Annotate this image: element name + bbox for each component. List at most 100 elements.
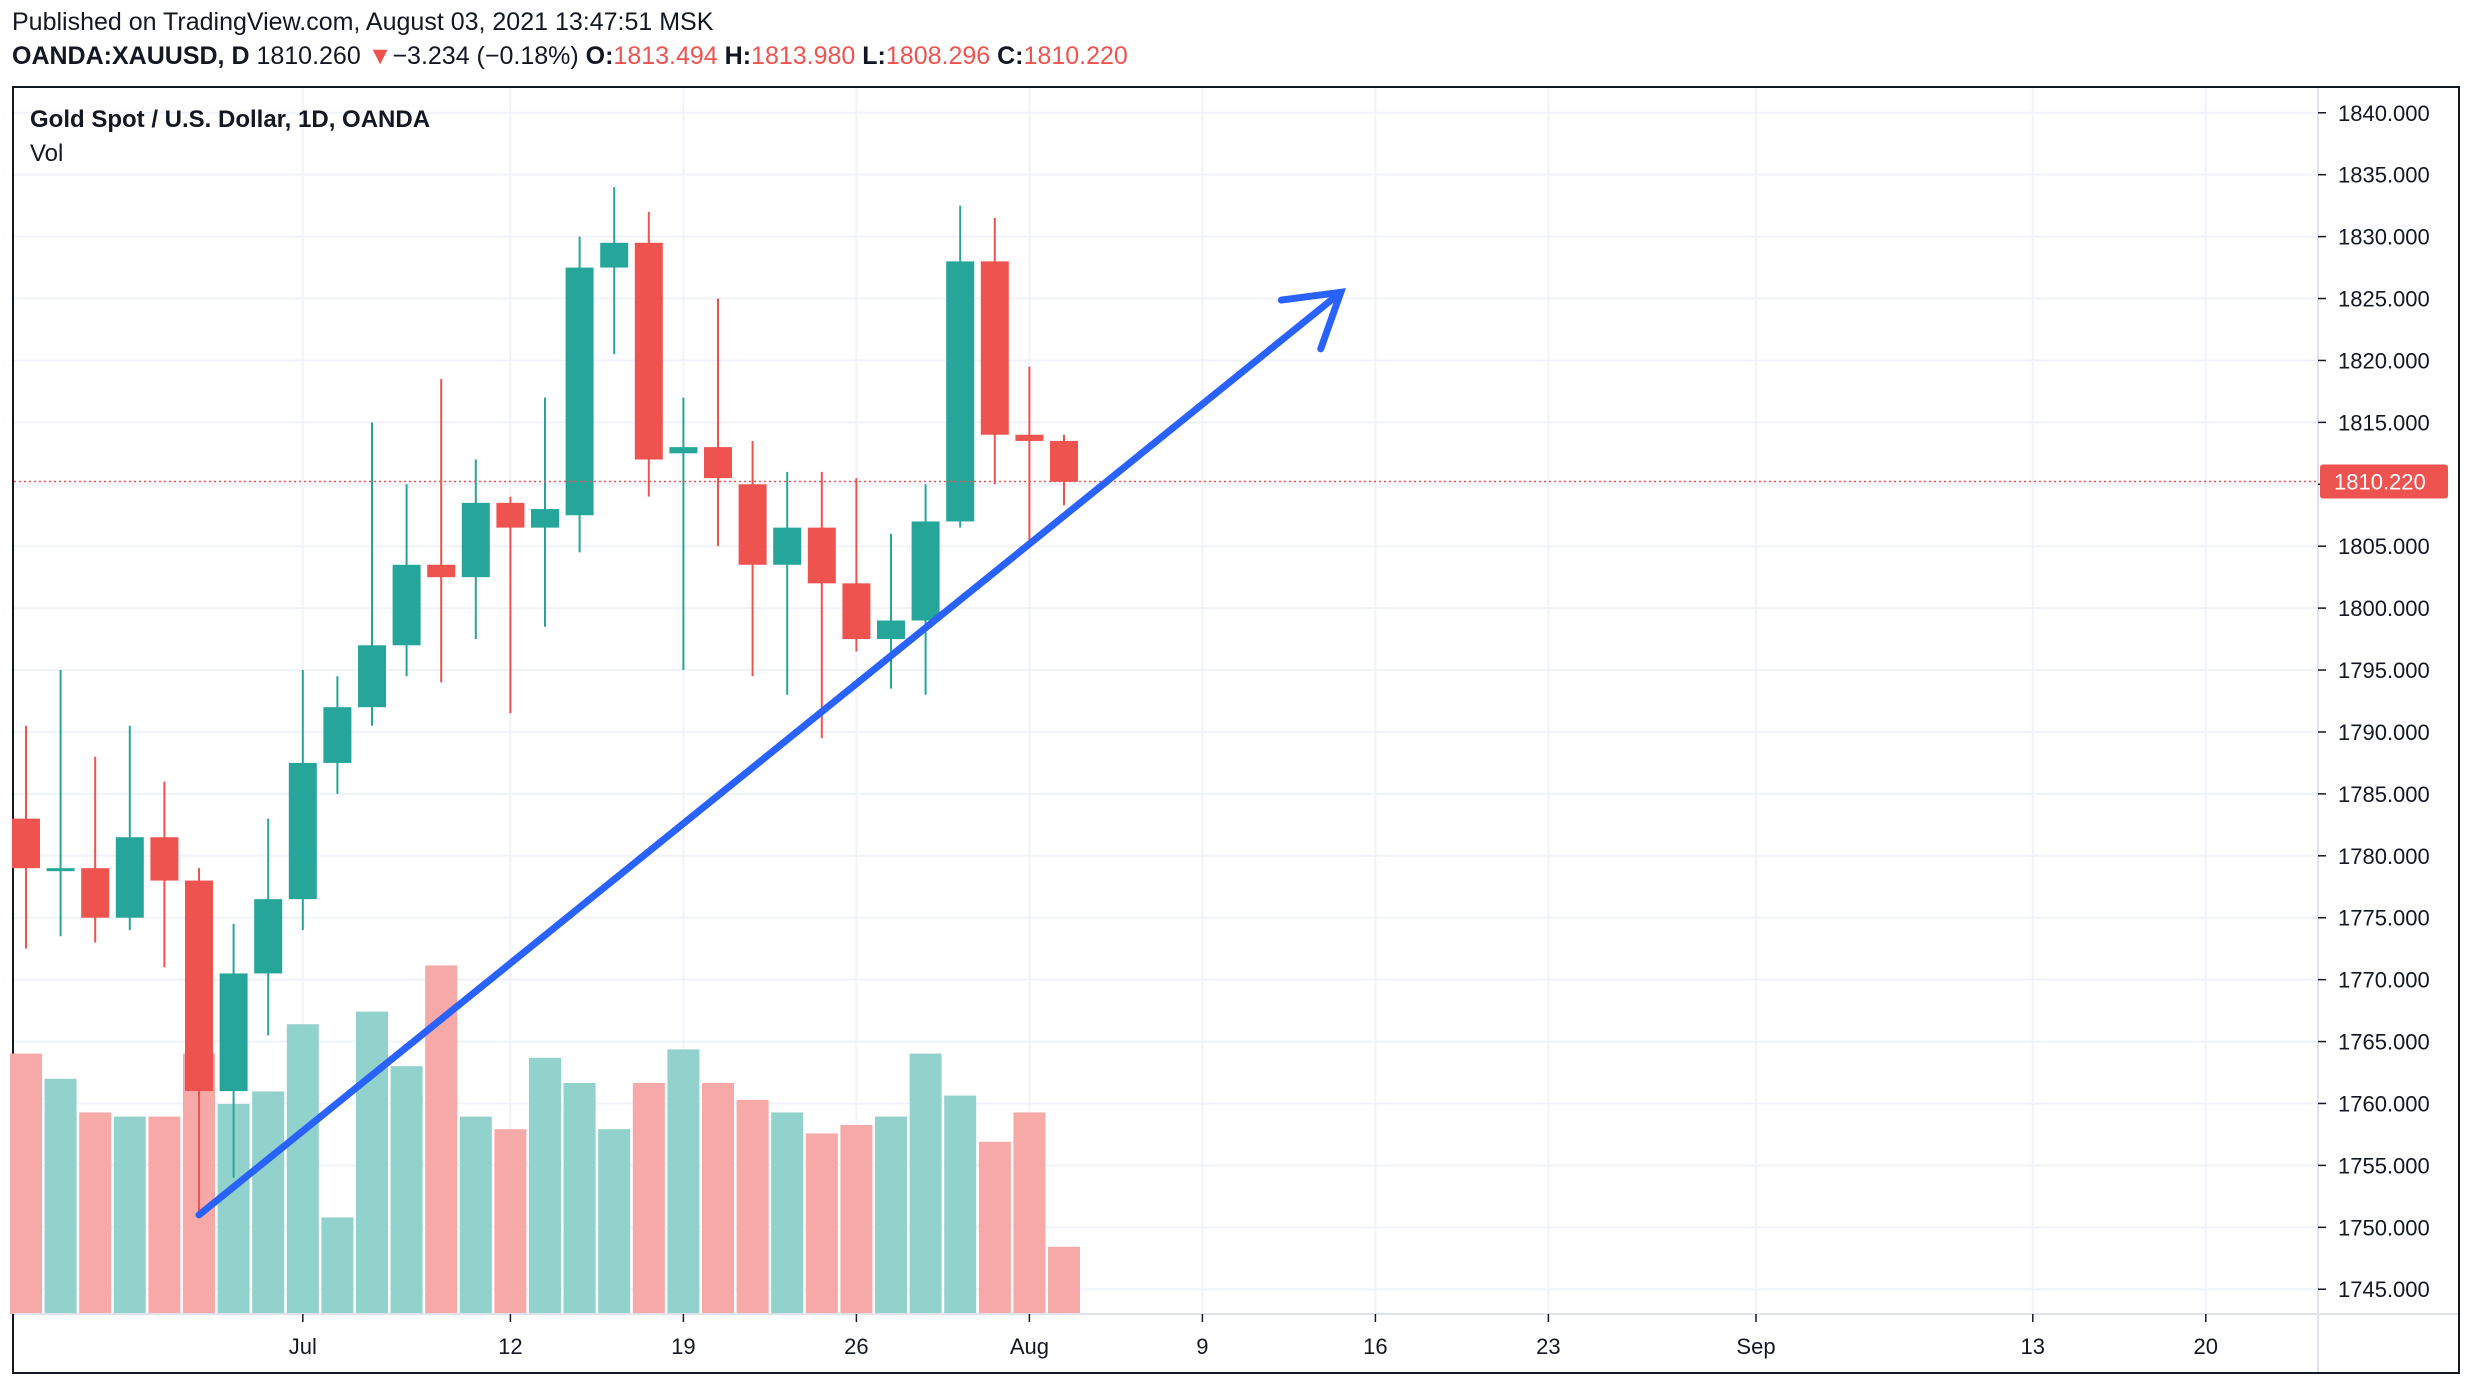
volume-bar bbox=[1048, 1246, 1080, 1314]
x-tick-label: Aug bbox=[1010, 1334, 1049, 1359]
y-tick-label: 1790.000 bbox=[2338, 720, 2430, 745]
volume-bar bbox=[944, 1095, 977, 1314]
candle-body bbox=[461, 502, 490, 578]
volume-bar bbox=[356, 1011, 388, 1314]
open-value: 1813.494 bbox=[613, 42, 718, 70]
candle-body bbox=[358, 645, 386, 708]
x-tick-label: 13 bbox=[2021, 1334, 2045, 1359]
trend-arrow-head bbox=[1277, 288, 1347, 353]
candle-body bbox=[254, 899, 283, 974]
candle-body bbox=[185, 880, 213, 1092]
candle-body bbox=[115, 837, 144, 918]
candle-body bbox=[323, 707, 352, 763]
volume-bar bbox=[494, 1129, 527, 1314]
trend-arrow-line bbox=[195, 288, 1345, 1219]
y-tick-label: 1785.000 bbox=[2338, 782, 2430, 807]
volume-bar bbox=[840, 1125, 873, 1314]
volume-bar bbox=[563, 1083, 596, 1314]
candle-body bbox=[150, 837, 179, 881]
candle-body bbox=[600, 242, 629, 268]
ohlc-header: OANDA:XAUUSD, D 1810.260 ▼−3.234 (−0.18%… bbox=[12, 42, 1128, 71]
y-tick-label: 1765.000 bbox=[2338, 1030, 2430, 1055]
volume-bar bbox=[286, 1024, 319, 1314]
y-tick-label: 1745.000 bbox=[2338, 1277, 2430, 1302]
volume-bar bbox=[148, 1116, 181, 1314]
volume-legend: Vol bbox=[30, 140, 64, 167]
close-value: 1810.220 bbox=[1023, 42, 1128, 70]
volume-bar bbox=[598, 1129, 631, 1314]
y-tick-label: 1840.000 bbox=[2338, 101, 2430, 126]
y-tick-label: 1825.000 bbox=[2338, 287, 2430, 312]
candle-body bbox=[738, 484, 767, 565]
candle-body bbox=[46, 868, 75, 872]
x-tick-label: 12 bbox=[498, 1334, 522, 1359]
candle-body bbox=[496, 502, 525, 528]
candle-body bbox=[531, 509, 559, 528]
high-label: H: bbox=[724, 42, 752, 70]
candle-body bbox=[392, 564, 421, 646]
candle-body bbox=[12, 818, 40, 869]
last-price-badge bbox=[2320, 464, 2448, 499]
x-tick-label: 23 bbox=[1536, 1334, 1560, 1359]
published-caption: Published on TradingView.com, August 03,… bbox=[12, 8, 714, 36]
y-tick-label: 1835.000 bbox=[2338, 163, 2430, 188]
symbol-label: OANDA:XAUUSD, D bbox=[12, 42, 250, 70]
y-tick-label: 1775.000 bbox=[2338, 906, 2430, 931]
candle-body bbox=[946, 261, 975, 522]
volume-bar bbox=[390, 1066, 423, 1314]
candle-body bbox=[911, 521, 940, 621]
candle-body bbox=[288, 762, 317, 900]
volume-bar bbox=[113, 1116, 146, 1314]
candle-body bbox=[1050, 440, 1078, 482]
candle-body bbox=[842, 583, 871, 640]
volume-bar bbox=[771, 1112, 804, 1314]
y-tick-label: 1780.000 bbox=[2338, 844, 2430, 869]
candle-body bbox=[81, 868, 110, 918]
volume-bar bbox=[459, 1116, 492, 1314]
y-tick-label: 1830.000 bbox=[2338, 225, 2430, 250]
down-arrow-icon: ▼ bbox=[367, 42, 393, 70]
candle-body bbox=[807, 527, 836, 584]
candle-body bbox=[877, 620, 905, 640]
y-tick-label: 1820.000 bbox=[2338, 348, 2430, 373]
volume-bar bbox=[909, 1053, 942, 1314]
volume-bar bbox=[978, 1141, 1011, 1314]
volume-bar bbox=[736, 1099, 769, 1314]
candle-body bbox=[427, 564, 456, 578]
last-price-label: 1810.220 bbox=[2334, 470, 2426, 495]
x-tick-label: Jul bbox=[289, 1334, 317, 1359]
volume-bar bbox=[321, 1217, 354, 1314]
x-tick-label: 26 bbox=[844, 1334, 868, 1359]
candle-body bbox=[980, 261, 1009, 435]
x-tick-label: 9 bbox=[1196, 1334, 1208, 1359]
candle-body bbox=[704, 447, 732, 479]
x-tick-label: 16 bbox=[1363, 1334, 1387, 1359]
candle-body bbox=[669, 447, 698, 454]
chart-frame bbox=[12, 86, 2460, 1374]
candle-body bbox=[565, 267, 594, 516]
y-tick-label: 1815.000 bbox=[2338, 410, 2430, 435]
price-change: −3.234 (−0.18%) bbox=[392, 42, 579, 70]
volume-bar bbox=[632, 1083, 665, 1314]
y-tick-label: 1805.000 bbox=[2338, 534, 2430, 559]
volume-bar bbox=[805, 1133, 838, 1314]
x-tick-label: 20 bbox=[2194, 1334, 2218, 1359]
candle-body bbox=[634, 242, 663, 460]
y-tick-label: 1800.000 bbox=[2338, 596, 2430, 621]
volume-bar bbox=[529, 1057, 561, 1314]
low-value: 1808.296 bbox=[885, 42, 991, 70]
candle-body bbox=[773, 527, 802, 565]
y-tick-label: 1760.000 bbox=[2338, 1091, 2430, 1116]
candle-body bbox=[1015, 434, 1044, 441]
volume-bar bbox=[1013, 1112, 1046, 1314]
low-label: L: bbox=[862, 42, 886, 70]
x-tick-label: 19 bbox=[671, 1334, 695, 1359]
candle-body bbox=[219, 973, 248, 1092]
high-value: 1813.980 bbox=[751, 42, 856, 70]
volume-bar bbox=[667, 1049, 700, 1314]
volume-bar bbox=[44, 1078, 77, 1314]
y-tick-label: 1750.000 bbox=[2338, 1215, 2430, 1240]
volume-bar bbox=[875, 1116, 907, 1314]
last-price: 1810.260 bbox=[256, 42, 361, 70]
